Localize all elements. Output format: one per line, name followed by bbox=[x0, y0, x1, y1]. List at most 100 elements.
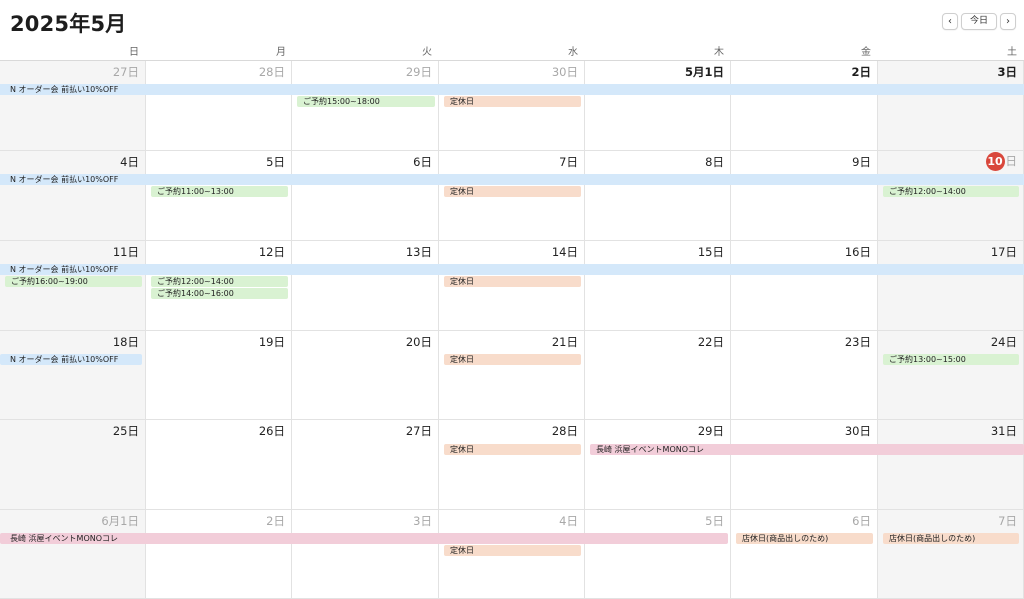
today-button[interactable]: 今日 bbox=[961, 13, 997, 30]
calendar-event[interactable]: 定休日 bbox=[444, 545, 581, 556]
day-cell[interactable]: 2日 bbox=[146, 510, 292, 599]
calendar-event[interactable]: N オーダー会 前払い10%OFF bbox=[0, 264, 1024, 275]
day-cell[interactable]: 3日 bbox=[878, 61, 1024, 151]
calendar-event[interactable]: ご予約11:00~13:00 bbox=[151, 186, 288, 197]
next-month-button[interactable]: › bbox=[1000, 13, 1016, 30]
day-cell[interactable]: 6日 bbox=[292, 151, 439, 241]
prev-month-button[interactable]: ‹ bbox=[942, 13, 958, 30]
day-cell[interactable]: 27日 bbox=[292, 420, 439, 510]
calendar-event[interactable]: ご予約13:00~15:00 bbox=[883, 354, 1019, 365]
day-number: 11日 bbox=[112, 245, 139, 259]
day-cell[interactable]: 20日 bbox=[292, 331, 439, 420]
day-cell[interactable]: 7日 bbox=[878, 510, 1024, 599]
day-cell[interactable]: 5月1日 bbox=[585, 61, 731, 151]
day-number: 2日 bbox=[851, 65, 871, 79]
day-number: 9日 bbox=[852, 155, 871, 169]
weekday-header: 日 月 火 水 木 金 土 bbox=[0, 40, 1024, 61]
day-number: 24日 bbox=[990, 335, 1017, 349]
day-number: 17日 bbox=[990, 245, 1017, 259]
day-number: 18日 bbox=[112, 335, 139, 349]
day-number: 29日 bbox=[405, 65, 432, 79]
day-cell[interactable]: 15日 bbox=[585, 241, 731, 331]
weekday-sat: 土 bbox=[1007, 47, 1017, 58]
day-number: 7日 bbox=[998, 514, 1017, 528]
day-cell[interactable]: 16日 bbox=[731, 241, 878, 331]
weekday-fri: 金 bbox=[861, 47, 871, 58]
day-cell[interactable]: 6日 bbox=[731, 510, 878, 599]
day-number: 3日 bbox=[413, 514, 432, 528]
day-cell[interactable]: 24日 bbox=[878, 331, 1024, 420]
day-number: 3日 bbox=[997, 65, 1017, 79]
weekday-sun: 日 bbox=[129, 47, 139, 58]
weekday-tue: 火 bbox=[422, 47, 432, 58]
day-number: 14日 bbox=[551, 245, 578, 259]
day-cell[interactable]: 25日 bbox=[0, 420, 146, 510]
day-cell[interactable]: 8日 bbox=[585, 151, 731, 241]
day-cell[interactable]: 17日 bbox=[878, 241, 1024, 331]
calendar-event[interactable]: 定休日 bbox=[444, 444, 581, 455]
day-cell[interactable]: 27日 bbox=[0, 61, 146, 151]
month-title: 2025年5月 bbox=[10, 12, 127, 36]
calendar-event[interactable]: 店休日(商品出しのため) bbox=[883, 533, 1019, 544]
day-number: 10 日 bbox=[985, 152, 1017, 171]
day-number: 31日 bbox=[990, 424, 1017, 438]
calendar-event[interactable]: N オーダー会 前払い10%OFF bbox=[0, 174, 1024, 185]
day-number: 28日 bbox=[258, 65, 285, 79]
calendar-event[interactable]: 定休日 bbox=[444, 96, 581, 107]
day-cell[interactable]: 26日 bbox=[146, 420, 292, 510]
weekday-mon: 月 bbox=[276, 47, 286, 58]
calendar-event[interactable]: N オーダー会 前払い10%OFF bbox=[0, 354, 142, 365]
day-cell[interactable]: 30日 bbox=[731, 420, 878, 510]
calendar-event[interactable]: 定休日 bbox=[444, 276, 581, 287]
calendar-event[interactable]: ご予約15:00~18:00 bbox=[297, 96, 435, 107]
day-number: 13日 bbox=[405, 245, 432, 259]
day-number: 2日 bbox=[266, 514, 285, 528]
day-cell[interactable]: 21日 bbox=[439, 331, 585, 420]
day-number: 5日 bbox=[266, 155, 285, 169]
day-number: 30日 bbox=[844, 424, 871, 438]
day-cell[interactable]: 2日 bbox=[731, 61, 878, 151]
month-navigation: ‹ 今日 › bbox=[942, 13, 1016, 30]
calendar-event[interactable]: ご予約12:00~14:00 bbox=[151, 276, 288, 287]
day-number: 5月1日 bbox=[684, 65, 724, 79]
day-cell[interactable]: 18日 bbox=[0, 331, 146, 420]
day-cell[interactable]: 5日 bbox=[585, 510, 731, 599]
calendar-event[interactable]: 定休日 bbox=[444, 354, 581, 365]
day-cell[interactable]: 4日 bbox=[0, 151, 146, 241]
day-cell[interactable]: 31日 bbox=[878, 420, 1024, 510]
day-number: 26日 bbox=[258, 424, 285, 438]
day-number: 23日 bbox=[844, 335, 871, 349]
calendar-event[interactable]: ご予約16:00~19:00 bbox=[5, 276, 142, 287]
day-cell[interactable]: 6月1日 bbox=[0, 510, 146, 599]
day-cell[interactable]: 29日 bbox=[585, 420, 731, 510]
day-cell[interactable]: 3日 bbox=[292, 510, 439, 599]
day-number: 15日 bbox=[697, 245, 724, 259]
day-number: 5日 bbox=[705, 514, 724, 528]
day-number: 29日 bbox=[697, 424, 724, 438]
calendar-event[interactable]: N オーダー会 前払い10%OFF bbox=[0, 84, 1024, 95]
day-number: 20日 bbox=[405, 335, 432, 349]
day-cell[interactable]: 28日 bbox=[439, 420, 585, 510]
day-cell[interactable]: 9日 bbox=[731, 151, 878, 241]
weekday-thu: 木 bbox=[714, 47, 724, 58]
calendar-event[interactable]: ご予約14:00~16:00 bbox=[151, 288, 288, 299]
day-cell[interactable]: 22日 bbox=[585, 331, 731, 420]
calendar-event[interactable]: 店休日(商品出しのため) bbox=[736, 533, 873, 544]
day-number: 25日 bbox=[112, 424, 139, 438]
day-cell[interactable]: 13日 bbox=[292, 241, 439, 331]
day-cell[interactable]: 28日 bbox=[146, 61, 292, 151]
calendar-event[interactable]: 長崎 浜屋イベントMONOコレ bbox=[590, 444, 1024, 455]
day-number: 6日 bbox=[852, 514, 871, 528]
calendar-event[interactable]: 定休日 bbox=[444, 186, 581, 197]
calendar-grid: 27日 28日 29日 30日 5月1日 2日 3日 4日 5日 6日 7日 8日 9日 10 日 11日 12… bbox=[0, 61, 1024, 599]
day-number: 4日 bbox=[559, 514, 578, 528]
day-number: 30日 bbox=[551, 65, 578, 79]
day-number: 21日 bbox=[551, 335, 578, 349]
day-number: 12日 bbox=[258, 245, 285, 259]
day-number: 7日 bbox=[559, 155, 578, 169]
today-badge: 10 bbox=[985, 152, 1005, 171]
day-cell[interactable]: 19日 bbox=[146, 331, 292, 420]
day-cell[interactable]: 23日 bbox=[731, 331, 878, 420]
calendar-event[interactable]: ご予約12:00~14:00 bbox=[883, 186, 1019, 197]
calendar-event[interactable]: 長崎 浜屋イベントMONOコレ bbox=[0, 533, 728, 544]
